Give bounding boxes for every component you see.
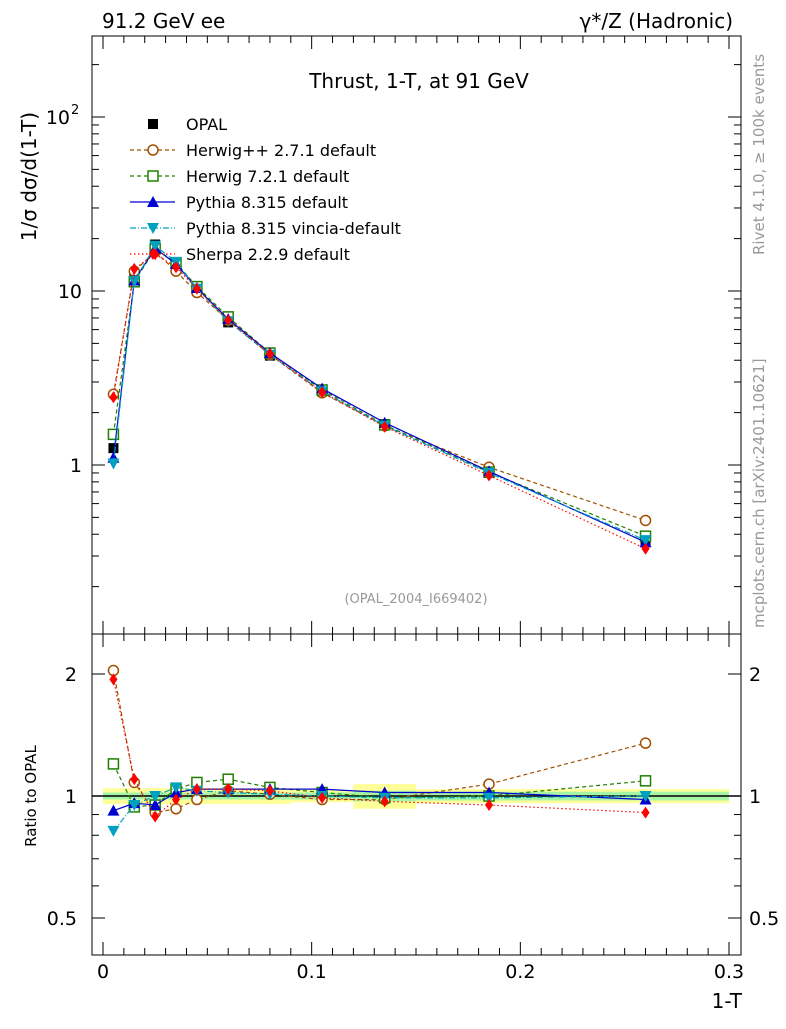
ratio-series-point: [172, 793, 181, 806]
series-point: [485, 469, 494, 482]
legend-label-opal: OPAL: [186, 115, 227, 134]
ratio-series-point: [151, 810, 160, 823]
series-point: [380, 420, 389, 433]
series-point: [109, 391, 118, 404]
ratio-series-point: [639, 791, 652, 802]
y-tick-label: 10: [58, 281, 82, 303]
series-point: [128, 276, 141, 288]
legend-marker: [147, 223, 159, 234]
series-point: [192, 282, 201, 295]
ratio-series-point: [109, 673, 118, 686]
series-point: [318, 386, 327, 399]
legend: OPAL Herwig++ 2.7.1 default Herwig 7.2.1 d…: [130, 115, 401, 264]
ratio-series-point: [483, 792, 496, 804]
legend-label: Pythia 8.315 vincia-default: [186, 219, 401, 238]
legend-label: Herwig++ 2.7.1 default: [186, 141, 376, 160]
series-point: [641, 542, 650, 555]
ratio-series-point: [318, 791, 327, 804]
series-point: [130, 262, 139, 275]
ratio-series-point: [107, 804, 120, 816]
x-tick-label: 0: [97, 961, 109, 983]
legend-marker: [147, 144, 159, 156]
ratio-series-point: [222, 773, 234, 785]
ratio-y-axis-label: Ratio to OPAL: [22, 745, 40, 847]
side-label-mcplots: mcplots.cern.ch [arXiv:2401.10621]: [750, 358, 768, 628]
ratio-series-point: [380, 795, 389, 808]
x-axis-label: 1-T: [712, 989, 743, 1013]
series-point: [107, 428, 120, 441]
analysis-id: (OPAL_2004_I669402): [344, 592, 487, 607]
x-tick-label: 0.1: [297, 961, 327, 983]
legend-marker-opal: [148, 119, 158, 129]
ratio-series-point: [149, 791, 162, 802]
header-right: γ*/Z (Hadronic): [580, 9, 733, 33]
ratio-series-line: [112, 786, 646, 832]
ratio-tick-label: 0.5: [47, 908, 77, 930]
ratio-tick-label-right: 1: [749, 786, 761, 808]
x-tick-label: 0.2: [505, 961, 535, 983]
ratio-series-point: [149, 799, 162, 811]
legend-marker: [147, 170, 159, 182]
ratio-series-point: [265, 784, 274, 797]
series-point: [639, 535, 652, 547]
series-point: [149, 240, 162, 252]
legend-label: Sherpa 2.2.9 default: [186, 245, 350, 264]
y-tick-label: 1: [70, 455, 82, 477]
ratio-series-point: [224, 783, 233, 796]
ratio-series-point: [107, 825, 120, 837]
header-left: 91.2 GeV ee: [102, 9, 225, 33]
ratio-series-point: [192, 783, 201, 796]
series-point: [224, 314, 233, 327]
y-tick-label: 10: [46, 107, 70, 129]
ratio-tick-label: 1: [65, 786, 77, 808]
y-axis-label: 1/σ dσ/d(1-T): [17, 112, 41, 241]
series-point: [107, 458, 120, 470]
ratio-series-point: [641, 806, 650, 819]
ratio-tick-label-right: 2: [749, 664, 761, 686]
chart-title: Thrust, 1-T, at 91 GeV: [308, 69, 529, 93]
legend-label: Pythia 8.315 default: [186, 193, 348, 212]
ratio-tick-label-right: 0.5: [749, 908, 779, 930]
x-tick-label: 0.3: [714, 961, 744, 983]
legend-label: Herwig 7.2.1 default: [186, 167, 349, 186]
legend-marker: [147, 196, 159, 207]
series-point: [172, 261, 181, 274]
side-label-rivet: Rivet 4.1.0, ≥ 100k events: [750, 54, 768, 255]
ratio-series-point: [639, 775, 652, 787]
series-point: [639, 514, 652, 527]
ratio-series-point: [128, 800, 141, 812]
series-point: [265, 347, 274, 360]
ratio-tick-label: 2: [65, 664, 77, 686]
ratio-series-point: [170, 782, 183, 794]
ratio-series-point: [130, 773, 139, 786]
ratio-series-point: [485, 799, 494, 812]
ratio-series-point: [639, 737, 652, 749]
ratio-plot: 0 0.1 0.2 0.3 0.5 0.5 1 1 2 2: [47, 633, 779, 983]
legend-marker: [149, 248, 157, 260]
y-tick-label-exponent: 2: [71, 103, 79, 118]
opal-data-point: [108, 443, 119, 454]
ratio-series-point: [107, 758, 120, 770]
